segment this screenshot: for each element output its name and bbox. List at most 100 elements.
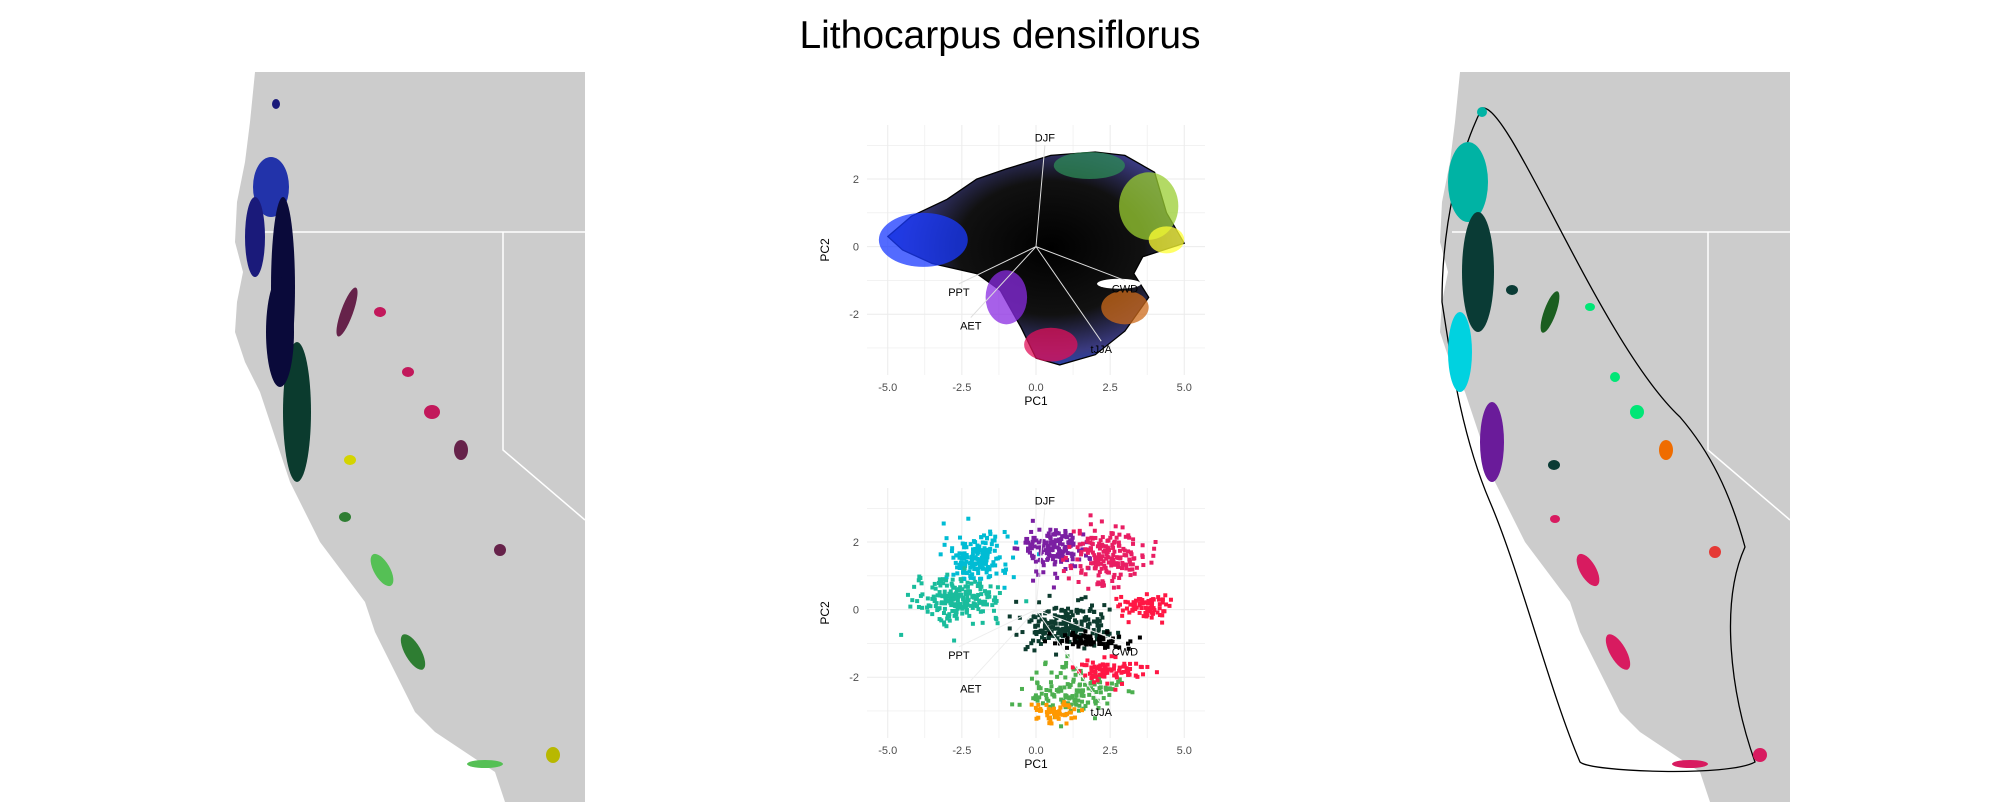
data-point [952,585,957,590]
data-point [1080,541,1085,546]
loading-vector [1035,609,1126,644]
data-point [1132,571,1137,576]
patch [266,277,294,387]
patch [467,760,503,768]
data-point [1111,557,1116,562]
patch [245,197,265,277]
data-point [1051,585,1056,590]
data-point [1029,529,1034,534]
loading-vector [1035,145,1046,247]
land-mass [1440,72,1790,802]
data-point [1089,665,1094,670]
data-point [1117,548,1122,553]
data-point [1071,679,1076,684]
data-point [984,602,989,607]
data-point [1112,572,1117,577]
data-point [962,551,967,556]
data-point [942,620,947,625]
data-point [1044,692,1049,697]
data-point [1117,645,1122,650]
data-point [1059,688,1064,693]
data-point [1063,610,1068,615]
data-point [959,551,964,556]
data-point [1083,629,1088,634]
data-point [980,566,985,571]
data-point [917,574,922,579]
data-point [1097,673,1102,678]
data-point [1103,645,1108,650]
data-point [1026,546,1031,551]
data-point [1049,629,1054,634]
data-point [957,603,962,608]
data-point [1124,566,1129,571]
data-point [1017,702,1022,707]
data-point [1097,618,1102,623]
data-point [975,556,980,561]
data-point [1054,605,1059,610]
x-tick-label: 2.5 [1102,745,1117,757]
data-point [1065,638,1070,643]
data-point [980,609,985,614]
data-point [967,613,972,618]
data-point [1077,669,1082,674]
data-point [1049,684,1054,689]
range-polygon [1441,107,1756,773]
data-point [953,560,958,565]
data-point [979,560,984,565]
data-point [1065,711,1070,716]
data-point [1085,536,1090,541]
data-point [1078,638,1083,643]
data-point [1157,606,1162,611]
data-point [994,599,999,604]
data-point [941,521,946,526]
patch [344,455,356,465]
loading-label-cwd: CWD [1112,283,1138,295]
data-point [1104,552,1109,557]
data-point [1074,620,1079,625]
data-point [1047,704,1052,709]
data-point [1099,557,1104,562]
data-point [968,565,973,570]
data-point [1139,605,1144,610]
data-point [1102,548,1107,553]
data-point [1064,645,1069,650]
data-point [1092,682,1097,687]
data-point [1163,593,1168,598]
data-point [1076,689,1081,694]
loading-vector [1035,508,1046,610]
data-point [1044,540,1049,545]
data-point [1100,535,1105,540]
data-point [961,597,966,602]
data-point [1065,558,1070,563]
data-point [1067,705,1072,710]
data-point [962,561,967,566]
data-point [1096,552,1101,557]
data-point [1064,627,1069,632]
data-point [1070,642,1075,647]
data-point [1135,674,1140,679]
data-point [1109,563,1114,568]
data-point [960,541,965,546]
data-point [1048,535,1053,540]
data-point [1048,680,1053,685]
data-point [1035,623,1040,628]
data-point [978,576,983,581]
data-point [1058,615,1063,620]
data-point [1049,670,1054,675]
data-point [1011,575,1016,580]
data-point [1043,619,1048,624]
patch [339,512,351,522]
data-point [993,534,998,539]
data-point [965,594,970,599]
data-point [1112,562,1117,567]
data-point [1036,572,1041,577]
patch [1610,372,1620,382]
data-point [1149,602,1154,607]
data-point [1094,633,1099,638]
patch [1480,402,1504,482]
data-point [1057,709,1062,714]
data-point [1082,618,1087,623]
data-point [1063,620,1068,625]
data-point [1123,534,1128,539]
data-point [1127,557,1132,562]
